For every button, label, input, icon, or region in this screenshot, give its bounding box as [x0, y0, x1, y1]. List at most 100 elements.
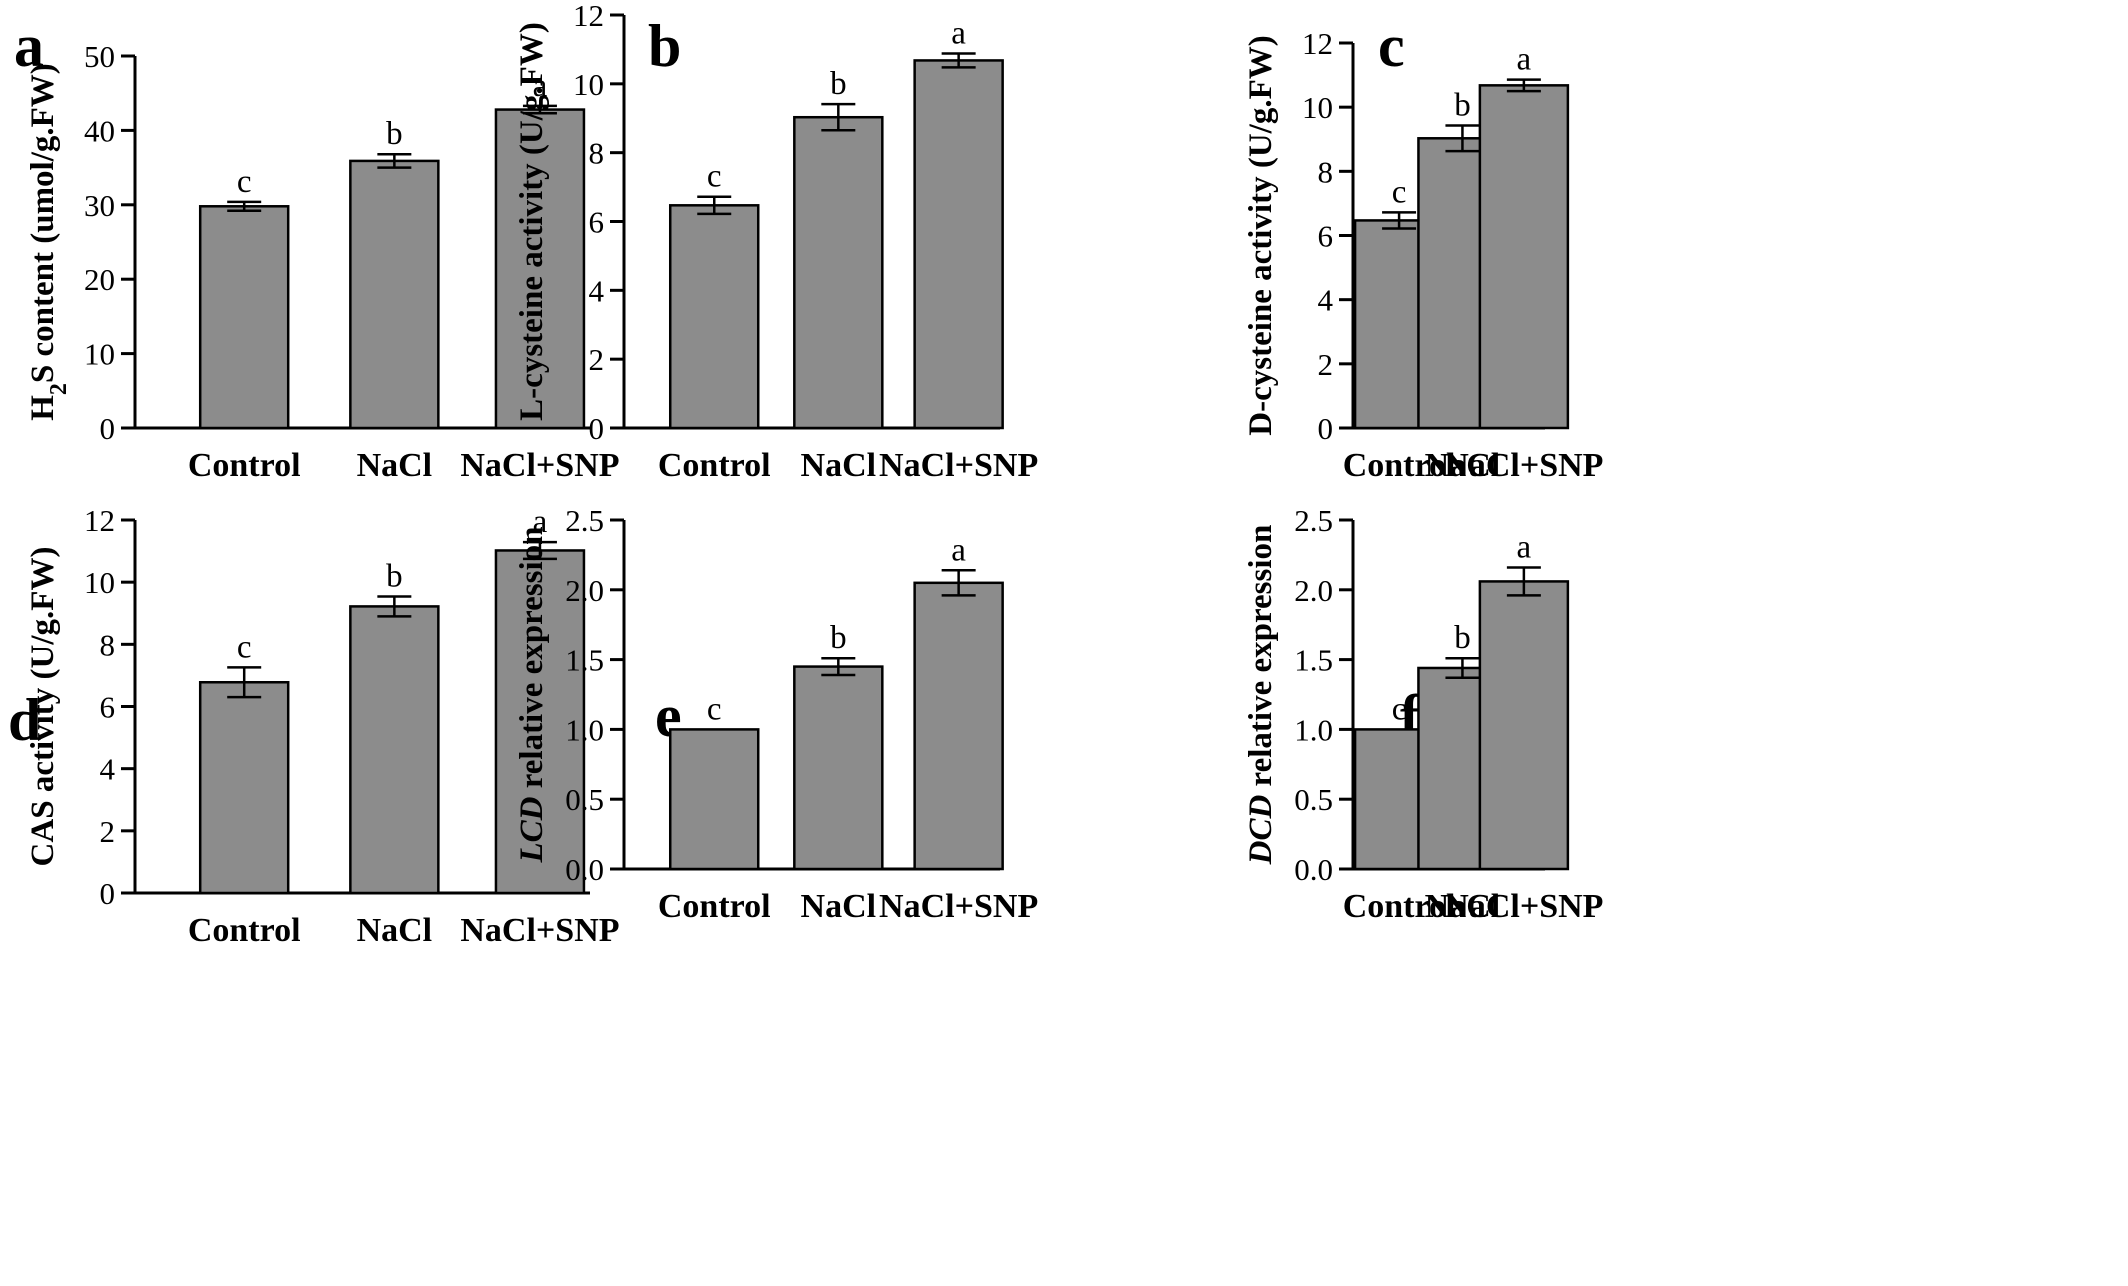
chart-d-category-label: NaCl+SNP	[460, 912, 619, 949]
chart-b-significance-label: a	[951, 16, 966, 52]
chart-d-significance-label: c	[237, 629, 252, 665]
chart-e-y-tick-label: 1.5	[565, 643, 604, 678]
chart-e-category-label: Control	[658, 888, 771, 925]
chart-d: 0 2 4 6 8 10 12 c Control b NaCl a NaCl+SNP CAS activ…	[25, 503, 620, 949]
chart-b-y-tick-label: 10	[573, 67, 604, 102]
chart-f-y-tick-label: 0.0	[1294, 852, 1333, 887]
chart-a-y-tick-label: 10	[84, 337, 115, 372]
chart-b-y-tick-label: 8	[589, 136, 605, 171]
chart-e-y-tick-label: 0.0	[565, 852, 604, 887]
chart-c-y-axis-label: D-cysteine activity (U/g.FW)	[1243, 35, 1279, 435]
chart-a-y-tick-label: 0	[100, 411, 116, 446]
chart-e-significance-label: c	[707, 691, 722, 727]
chart-e-significance-label: a	[951, 532, 966, 568]
chart-b-category-label: NaCl+SNP	[879, 447, 1038, 484]
chart-e-y-tick-label: 0.5	[565, 782, 604, 817]
panel-f: f 0.00.51.01.52.02.5cControlbNaClaNaCl+S…	[1243, 503, 1603, 925]
chart-b-y-tick-label: 2	[589, 342, 605, 377]
chart-b-category-label: Control	[658, 447, 771, 484]
chart-d-y-tick-label: 8	[100, 627, 116, 662]
chart-d-y-tick-label: 0	[100, 876, 116, 911]
chart-d-category-label: Control	[188, 912, 301, 949]
chart-f-category-label: NaCl	[1425, 888, 1501, 925]
chart-e-bar	[668, 728, 760, 871]
chart-d-y-axis-label: CAS activity (U/g.FW)	[25, 547, 61, 867]
chart-c-significance-label: a	[1517, 42, 1532, 78]
chart-c-significance-label: b	[1454, 87, 1471, 123]
chart-c-y-tick-label: 2	[1318, 347, 1334, 382]
chart-d-y-tick-label: 10	[84, 565, 115, 600]
panel-c: c 0 2 4 6 8 10 12 c Control b NaCl a NaCl+SNP D-cyste…	[1243, 13, 1603, 484]
panel-letter-a: a	[14, 13, 44, 79]
chart-e-category-label: NaCl	[801, 888, 877, 925]
panel-letter-d: d	[8, 687, 41, 753]
chart-e-category-label: NaCl+SNP	[879, 888, 1038, 925]
chart-c-category-label: Control	[1343, 447, 1456, 484]
chart-e-y-tick-label: 2.5	[565, 503, 604, 538]
chart-b-y-tick-label: 12	[573, 0, 604, 33]
chart-f: 0.0 0.5 1.0 1.5 2.0 2.5 c Control b NaCl a NaCl+SNP…	[1243, 503, 1603, 925]
chart-c: 0 2 4 6 8 10 12 c Control b NaCl a NaCl+SNP D-cystein…	[1243, 26, 1603, 484]
chart-a-category-label: NaCl+SNP	[460, 447, 619, 484]
chart-f-significance-label: a	[1517, 529, 1532, 565]
panel-d: d 0 2 4 6 8 10 12 c Control b NaCl a NaCl+SNP CAS act…	[8, 503, 620, 949]
chart-a-category-label: NaCl	[357, 447, 433, 484]
chart-f-bar	[1478, 580, 1570, 871]
chart-f-y-tick-label: 2.5	[1294, 503, 1333, 538]
chart-e-y-tick-label: 1.0	[565, 712, 604, 747]
chart-c-category-label: NaCl+SNP	[1444, 447, 1603, 484]
chart-a-y-tick-label: 40	[84, 113, 115, 148]
chart-a-bar	[198, 205, 290, 430]
chart-f-y-tick-label: 1.0	[1294, 712, 1333, 747]
chart-e-significance-label: b	[830, 620, 847, 656]
chart-a-category-label: Control	[188, 447, 301, 484]
chart-d-significance-label: b	[386, 558, 403, 594]
panel-letter-c: c	[1378, 13, 1405, 79]
chart-b-y-axis-label: L-cysteine activity (U/g.FW)	[514, 22, 550, 421]
chart-a-bar	[349, 159, 440, 430]
chart-d-bar	[198, 681, 290, 895]
chart-c-significance-label: c	[1392, 174, 1407, 210]
chart-e-y-tick-label: 2.0	[565, 573, 604, 608]
chart-b-bar	[793, 115, 884, 430]
chart-c-y-tick-label: 4	[1318, 283, 1334, 318]
chart-a-y-tick-label: 50	[84, 39, 115, 74]
chart-c-bar	[1478, 84, 1570, 430]
chart-b-significance-label: b	[830, 66, 847, 102]
chart-f-significance-label: b	[1454, 620, 1471, 656]
chart-c-y-tick-label: 10	[1302, 90, 1333, 125]
chart-d-y-tick-label: 2	[100, 814, 116, 849]
chart-f-y-tick-label: 2.0	[1294, 573, 1333, 608]
chart-b-bar	[913, 59, 1004, 430]
chart-c-y-tick-label: 6	[1318, 219, 1334, 254]
chart-e-y-axis-label: LCD relative expression	[514, 526, 550, 863]
chart-a-y-tick-label: 20	[84, 262, 115, 297]
chart-c-category-label: NaCl	[1425, 447, 1501, 484]
chart-b-y-tick-label: 0	[589, 411, 605, 446]
chart-d-y-tick-label: 6	[100, 690, 116, 725]
chart-f-y-axis-label: DCD relative expression	[1243, 525, 1279, 866]
chart-e: 0.0 0.5 1.0 1.5 2.0 2.5 c Control b NaCl a NaCl+SNP…	[514, 503, 1038, 925]
chart-a-significance-label: a	[533, 68, 548, 104]
chart-f-category-label: Control	[1343, 888, 1456, 925]
chart-b-y-tick-label: 4	[589, 273, 605, 308]
chart-b-significance-label: c	[707, 159, 722, 195]
chart-f-category-label: NaCl+SNP	[1444, 888, 1603, 925]
panel-b: b 0 2 4 6 8 10 12 c Control b NaCl a NaCl+SNP L-cyste…	[514, 0, 1038, 484]
chart-d-y-tick-label: 4	[100, 752, 116, 787]
chart-c-y-tick-label: 12	[1302, 26, 1333, 61]
chart-a-bar	[494, 108, 586, 430]
chart-b-y-tick-label: 6	[589, 205, 605, 240]
chart-c-y-tick-label: 0	[1318, 411, 1334, 446]
chart-c-y-tick-label: 8	[1318, 154, 1334, 189]
chart-a-y-tick-label: 30	[84, 188, 115, 223]
chart-d-category-label: NaCl	[357, 912, 433, 949]
chart-f-y-tick-label: 1.5	[1294, 643, 1333, 678]
chart-b-category-label: NaCl	[801, 447, 877, 484]
chart-a-significance-label: c	[237, 164, 252, 200]
chart-b: 0 2 4 6 8 10 12 c Control b NaCl a NaCl+SNP L-cystein…	[514, 0, 1038, 484]
